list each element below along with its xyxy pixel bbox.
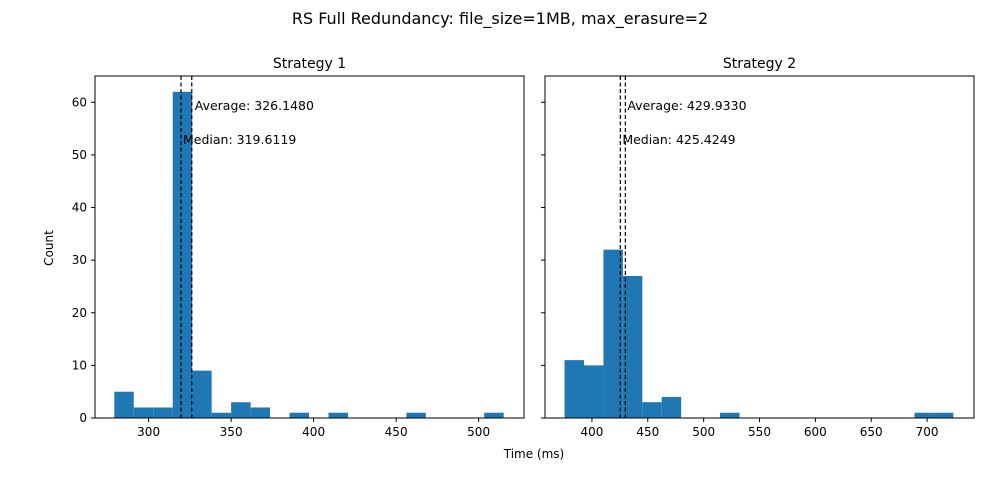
histogram-bar: [192, 370, 212, 418]
median-label: Median: 319.6119: [183, 132, 296, 147]
x-axis-label: Time (ms): [503, 447, 565, 461]
histogram-bar: [231, 402, 251, 418]
x-tick-label: 400: [580, 425, 603, 439]
histogram-bar: [933, 412, 954, 418]
y-tick-label: 50: [72, 148, 87, 162]
histogram-bar: [250, 407, 271, 418]
x-tick-label: 350: [220, 425, 243, 439]
y-tick-label: 0: [79, 411, 87, 425]
y-axis-label: Count: [42, 230, 56, 266]
median-label: Median: 425.4249: [622, 132, 735, 147]
subplot-title: Strategy 1: [273, 56, 346, 72]
axes-frame: [94, 75, 525, 419]
y-tick-label: 20: [72, 306, 87, 320]
histogram-bar: [622, 275, 643, 418]
histogram-bar: [406, 412, 426, 418]
x-tick-label: 500: [467, 425, 490, 439]
x-tick-label: 450: [385, 425, 408, 439]
histogram-bar: [172, 91, 193, 419]
x-tick-label: 450: [636, 425, 659, 439]
average-label: Average: 429.9330: [627, 98, 746, 113]
y-tick-label: 40: [72, 201, 87, 215]
average-label: Average: 326.1480: [195, 98, 314, 113]
figure-suptitle: RS Full Redundancy: file_size=1MB, max_e…: [292, 9, 708, 29]
histogram-bar: [133, 407, 154, 418]
y-tick-label: 30: [72, 253, 87, 267]
x-tick-label: 550: [748, 425, 771, 439]
x-tick-label: 600: [804, 425, 827, 439]
histogram-bar: [289, 412, 310, 418]
y-tick-label: 60: [72, 95, 87, 109]
subplot-strategy-2: Strategy 2 Average: 429.9330 Median: 425.4…: [541, 56, 975, 439]
histogram-bar: [153, 407, 173, 418]
subplot-strategy-1: Strategy 1 Average: 326.1480 Median: 319.6…: [72, 56, 525, 439]
y-tick-label: 10: [72, 358, 87, 372]
histogram-bar: [603, 249, 623, 418]
histogram-bar: [661, 396, 682, 418]
histogram-bar: [564, 360, 584, 418]
histogram-bar: [328, 412, 348, 418]
x-tick-label: 650: [860, 425, 883, 439]
histogram-bar: [583, 365, 604, 418]
x-tick-label: 700: [916, 425, 939, 439]
subplot-title: Strategy 2: [723, 56, 796, 72]
histogram-bar: [642, 402, 662, 418]
x-tick-label: 400: [302, 425, 325, 439]
x-tick-label: 500: [692, 425, 715, 439]
histogram-bar: [720, 412, 740, 418]
histogram-bar: [914, 412, 934, 418]
x-tick-label: 300: [137, 425, 160, 439]
histogram-bar: [211, 412, 232, 418]
histogram-bar: [114, 391, 134, 418]
histogram-bar: [484, 412, 504, 418]
